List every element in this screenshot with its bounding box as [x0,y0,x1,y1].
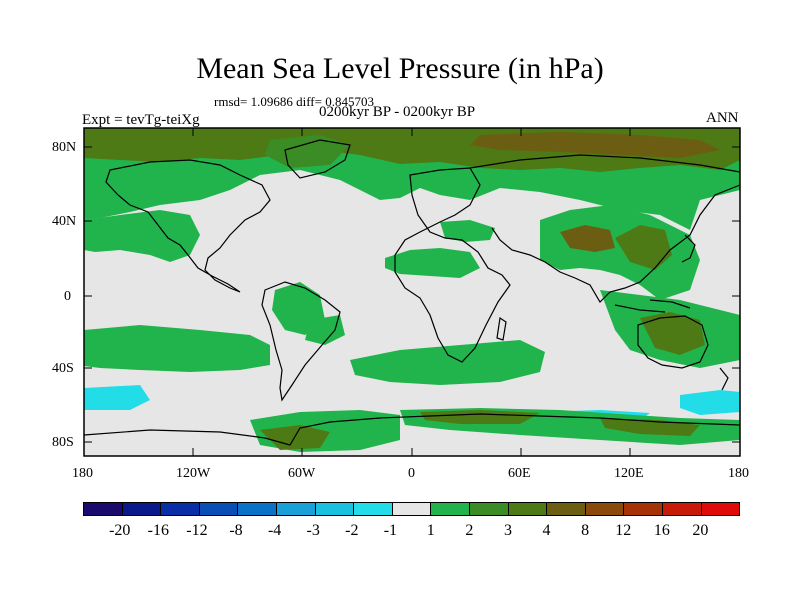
east-asia-olive [615,225,672,270]
southern-ocean-cyan-east [680,390,740,415]
season-label: ANN [706,110,739,126]
colorbar-bin [546,502,586,516]
coast-indonesia [614,299,691,313]
tick-marks [84,128,740,456]
colorbar-bin [160,502,200,516]
colorbar-bin [391,502,432,516]
coast-asia [469,154,741,303]
asia-brown [560,225,615,252]
colorbar-label: 3 [503,522,512,539]
colorbar-bin [507,502,548,516]
colorbar-label: 12 [615,522,632,539]
colorbar-bin [430,502,470,516]
colorbar-label: 16 [653,522,670,539]
colorbar-bin [83,502,123,516]
arctic-brown-patch [470,132,720,158]
colorbar [83,502,741,516]
experiment-label: Expt = tevTg-teiXg [82,112,200,128]
coast-madagascar [496,316,507,341]
north-america-green [84,210,200,262]
colorbar-bin [314,502,355,516]
colorbar-label: -2 [345,522,359,539]
antarctic-olive-east [420,410,540,424]
colorbar-bin [198,502,239,516]
colorbar-bin [623,502,663,516]
colorbar-label: -3 [306,522,320,539]
colorbar-label: -12 [186,522,208,539]
lat-label-80n: 80N [52,140,77,155]
colorbar-label: -16 [147,522,169,539]
colorbar-label: -20 [109,522,131,539]
colorbar-label: -1 [383,522,398,539]
greenland-olive [265,135,350,168]
colorbar-label: 2 [465,522,474,539]
lat-label-0: 0 [64,289,71,304]
southern-ocean-cyan-west [84,385,150,410]
north-africa-green [385,248,480,278]
lat-label-80s: 80S [52,435,74,450]
lon-label-120w: 120W [176,466,211,481]
brazil-green [305,315,345,345]
colorbar-bin [584,502,625,516]
colorbar-bin [275,502,316,516]
colorbar-label: 1 [426,522,435,539]
lon-label-180e: 180 [728,466,749,481]
coast-australia [637,315,709,369]
coast-europe-africa [394,167,511,363]
anomaly-field [84,128,740,452]
colorbar-label: -8 [229,522,243,539]
colorbar-label: 4 [542,522,551,539]
coastlines [83,139,741,446]
lon-label-0: 0 [408,466,415,481]
coast-new-zealand [719,367,729,391]
period-label: 0200kyr BP - 0200kyr BP [319,104,476,120]
coast-greenland [284,139,351,179]
lon-label-120e: 120E [614,466,644,481]
colorbar-bin [353,502,393,516]
plot-title: Mean Sea Level Pressure (in hPa) [196,52,604,85]
coast-japan [681,234,696,263]
australia-olive [640,312,705,355]
coast-antarctica [83,413,741,446]
mediterranean-green [440,220,495,242]
colorbar-bin [237,502,277,516]
south-pacific-green [84,325,270,372]
lon-label-180w: 180 [72,466,93,481]
lon-label-60e: 60E [508,466,531,481]
colorbar-label: 20 [692,522,709,539]
colorbar-bin [700,502,741,516]
colorbar-label: -4 [267,522,282,539]
stats-line: rmsd= 1.09686 diff= 0.845703 [214,94,374,109]
colorbar-label: 8 [581,522,590,539]
coast-north-america [105,159,271,293]
colorbar-bin [121,502,162,516]
lon-label-60w: 60W [288,466,316,481]
lat-label-40s: 40S [52,361,74,376]
colorbar-bin [468,502,509,516]
lat-label-40n: 40N [52,214,77,229]
south-atlantic-green [350,340,545,385]
colorbar-bin [661,502,702,516]
coast-south-america [261,281,341,402]
